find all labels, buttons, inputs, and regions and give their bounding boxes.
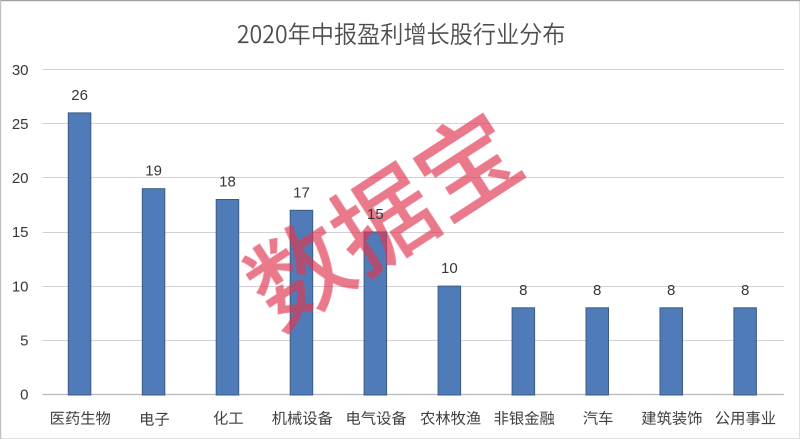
svg-text:17: 17 bbox=[293, 184, 310, 201]
svg-text:10: 10 bbox=[12, 278, 29, 295]
svg-text:10: 10 bbox=[441, 260, 458, 277]
svg-text:0: 0 bbox=[20, 387, 28, 404]
svg-text:15: 15 bbox=[367, 206, 384, 223]
svg-text:15: 15 bbox=[12, 224, 29, 241]
svg-text:8: 8 bbox=[667, 282, 675, 299]
svg-text:30: 30 bbox=[12, 62, 29, 79]
svg-text:25: 25 bbox=[12, 116, 29, 133]
svg-text:19: 19 bbox=[145, 163, 162, 180]
svg-text:5: 5 bbox=[20, 333, 28, 350]
svg-text:8: 8 bbox=[741, 282, 749, 299]
svg-text:26: 26 bbox=[71, 87, 88, 104]
svg-text:8: 8 bbox=[519, 282, 527, 299]
svg-text:8: 8 bbox=[593, 282, 601, 299]
svg-text:20: 20 bbox=[12, 170, 29, 187]
svg-text:18: 18 bbox=[219, 174, 236, 191]
